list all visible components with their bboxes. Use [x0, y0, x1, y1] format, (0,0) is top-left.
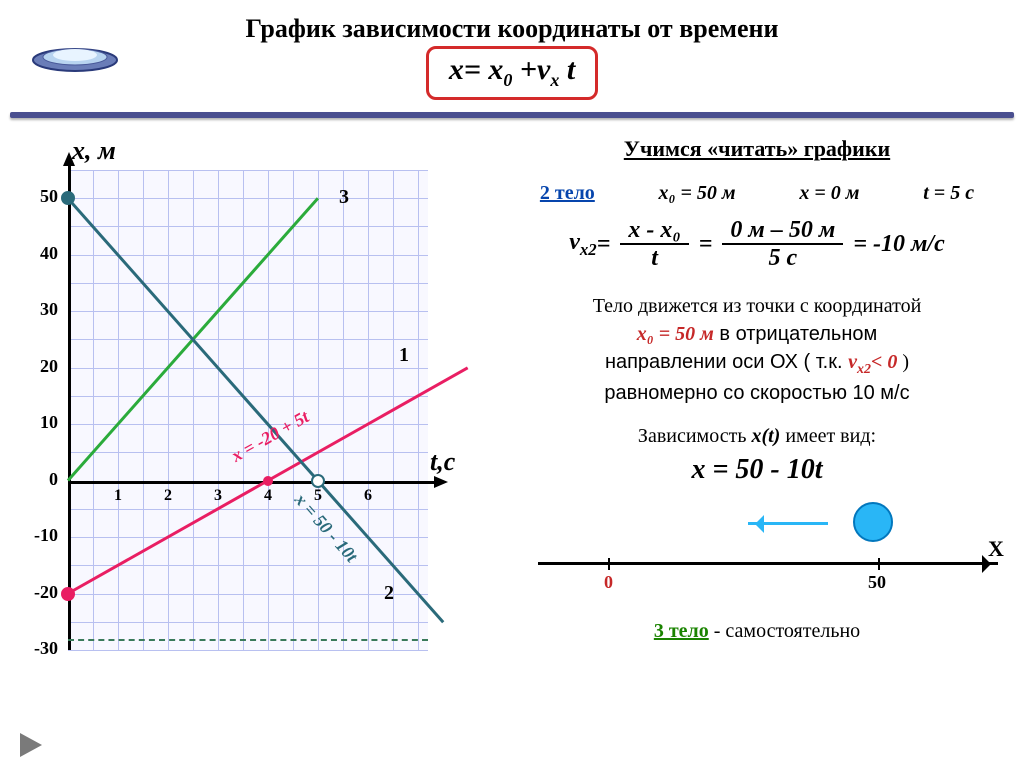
subtitle: Учимся «читать» графики	[508, 136, 1006, 182]
y-axis-label: x, м	[72, 136, 116, 166]
x-value: x = 0 м	[799, 182, 859, 205]
dependency-row: Зависимость x(t) имеет вид:	[508, 425, 1006, 448]
x0-value: x₀ = 50 м	[659, 182, 736, 205]
description-text: Тело движется из точки с координатой x₀ …	[508, 292, 1006, 408]
numline-axis-label: X	[988, 536, 1004, 562]
x-axis-label: t,с	[430, 447, 455, 477]
velocity-calc: vx2 = x - x₀t = 0 м – 50 м5 с = -10 м/с	[508, 217, 1006, 272]
chart: x, м -30-20-1001020304050123456t,с123x =…	[18, 136, 458, 676]
body3-link: 3 тело	[654, 620, 709, 642]
numline-origin: 0	[604, 572, 613, 593]
body2-link: 2 тело	[540, 182, 595, 205]
number-line: 0 50 X	[518, 506, 996, 606]
header: График зависимости координаты от времени…	[0, 0, 1024, 100]
result-equation: x = 50 - 10t	[508, 454, 1006, 486]
ball-icon	[853, 502, 893, 542]
motion-arrow-icon	[748, 522, 828, 525]
t-value: t = 5 с	[923, 182, 974, 205]
play-icon[interactable]	[20, 733, 42, 757]
ufo-icon	[30, 30, 120, 77]
plot-area: -30-20-1001020304050123456t,с123x = -20 …	[68, 170, 428, 650]
explanation-panel: Учимся «читать» графики 2 тело x₀ = 50 м…	[478, 136, 1006, 676]
numline-50: 50	[868, 572, 886, 593]
body3-row: 3 тело - самостоятельно	[508, 620, 1006, 643]
x-number-line	[538, 562, 998, 565]
main-formula: x= x0 +vx t	[426, 46, 598, 100]
page-title: График зависимости координаты от времени	[0, 14, 1024, 44]
given-values-row: 2 тело x₀ = 50 м x = 0 м t = 5 с	[508, 182, 1006, 205]
